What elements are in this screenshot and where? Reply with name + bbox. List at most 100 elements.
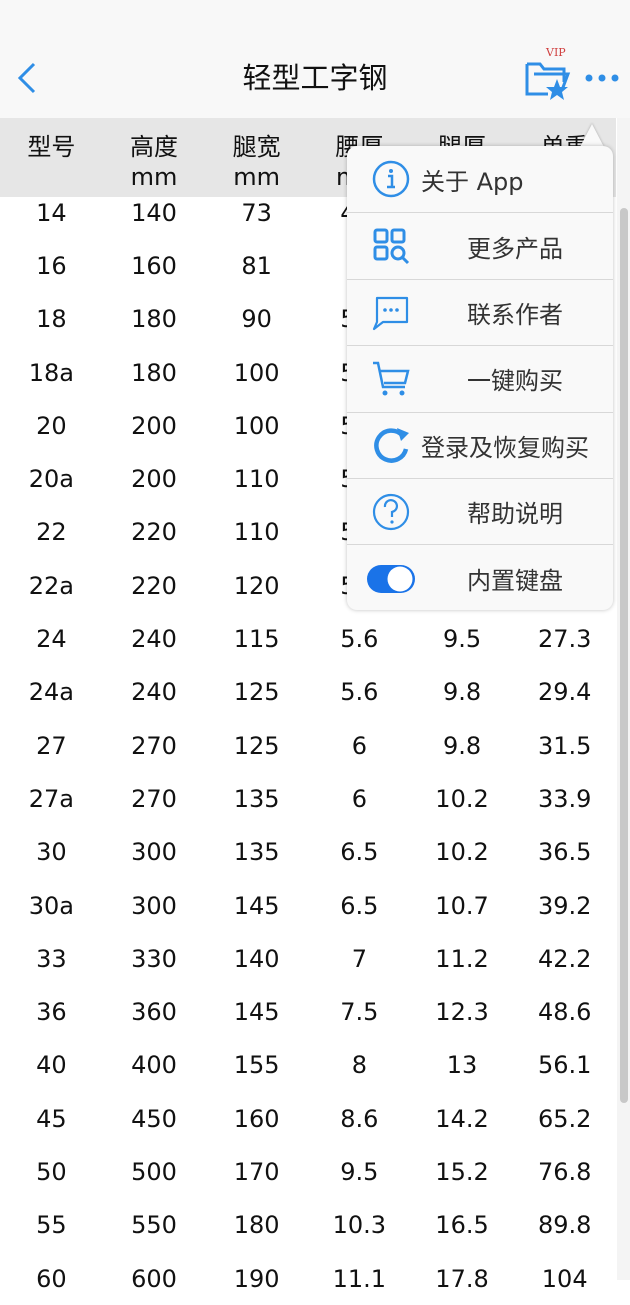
menu-item-label: 登录及恢复购买 — [421, 433, 589, 462]
column-unit: mm — [233, 163, 281, 191]
column-title: 高度 — [130, 133, 178, 161]
table-cell: 600 — [131, 1264, 177, 1293]
table-cell: 240 — [131, 678, 177, 707]
table-cell: 50 — [36, 1157, 67, 1186]
table-cell: 7 — [351, 944, 367, 973]
table-cell: 29.4 — [537, 678, 592, 707]
chat-bubble-icon — [371, 292, 411, 332]
table-cell: 10.2 — [435, 838, 489, 867]
table-cell: 220 — [131, 571, 177, 600]
table-cell: 104 — [541, 1264, 588, 1293]
table-cell: 9.5 — [442, 625, 482, 654]
table-row[interactable]: 27a 270 135 6 10.2 33.9 — [0, 772, 616, 825]
more-button[interactable] — [584, 66, 620, 90]
table-cell: 6 — [351, 731, 367, 760]
table-cell: 14.2 — [435, 1104, 489, 1133]
table-cell: 15.2 — [435, 1157, 489, 1186]
table-cell: 125 — [233, 731, 280, 760]
table-row[interactable]: 50 500 170 9.5 15.2 76.8 — [0, 1145, 616, 1198]
table-cell: 7.5 — [340, 998, 379, 1027]
table-cell: 270 — [131, 784, 177, 813]
folder-star-icon — [525, 62, 571, 100]
column-title: 型号 — [27, 133, 76, 161]
table-cell: 24 — [36, 625, 67, 654]
toggle-icon[interactable] — [365, 558, 417, 598]
table-row[interactable]: 60 600 190 11.1 17.8 104 — [0, 1252, 616, 1305]
table-cell: 5.6 — [340, 678, 379, 707]
table-cell: 22a — [28, 571, 74, 600]
table-cell: 8.6 — [340, 1104, 379, 1133]
table-cell: 40 — [36, 1051, 67, 1080]
table-row[interactable]: 24 240 115 5.6 9.5 27.3 — [0, 612, 616, 665]
table-row[interactable]: 33 330 140 7 11.2 42.2 — [0, 932, 616, 985]
table-cell: 76.8 — [537, 1157, 592, 1186]
table-row[interactable]: 55 550 180 10.3 16.5 89.8 — [0, 1199, 616, 1252]
table-cell: 10.7 — [435, 891, 489, 920]
table-row[interactable]: 36 360 145 7.5 12.3 48.6 — [0, 985, 616, 1038]
table-cell: 33.9 — [537, 784, 592, 813]
table-cell: 100 — [233, 411, 280, 440]
favorites-button[interactable] — [524, 60, 572, 104]
table-cell: 30 — [36, 838, 67, 867]
table-cell: 330 — [131, 944, 177, 973]
table-cell: 18 — [36, 305, 67, 334]
table-row[interactable]: 30 300 135 6.5 10.2 36.5 — [0, 826, 616, 879]
table-cell: 270 — [131, 731, 177, 760]
table-row[interactable]: 45 450 160 8.6 14.2 65.2 — [0, 1092, 616, 1145]
table-cell: 400 — [131, 1051, 177, 1080]
menu-item[interactable]: 联系作者 — [347, 278, 613, 345]
table-cell: 81 — [241, 251, 272, 280]
table-cell: 100 — [233, 358, 280, 387]
menu-item-label: 关于 App — [421, 167, 524, 196]
table-cell: 48.6 — [537, 998, 592, 1027]
table-cell: 8 — [351, 1051, 367, 1080]
scrollbar[interactable] — [620, 208, 628, 1103]
table-row[interactable]: 30a 300 145 6.5 10.7 39.2 — [0, 879, 616, 932]
table-cell: 55 — [36, 1211, 67, 1240]
column-unit: mm — [130, 163, 178, 191]
table-cell: 9.5 — [340, 1157, 379, 1186]
table-cell: 27.3 — [537, 625, 592, 654]
table-cell: 22 — [36, 518, 67, 547]
table-cell: 120 — [233, 571, 280, 600]
table-cell: 500 — [131, 1157, 177, 1186]
table-cell: 17.8 — [435, 1264, 489, 1293]
table-cell: 125 — [233, 678, 280, 707]
table-cell: 9.8 — [442, 731, 482, 760]
table-cell: 14 — [36, 198, 67, 227]
menu-item[interactable]: 帮助说明 — [347, 478, 613, 544]
table-cell: 89.8 — [537, 1211, 592, 1240]
menu-item[interactable]: 登录及恢复购买 — [347, 411, 613, 478]
table-cell: 6.5 — [340, 891, 379, 920]
table-cell: 145 — [233, 998, 280, 1027]
refresh-icon — [371, 425, 411, 465]
chevron-left-icon — [17, 62, 36, 94]
table-cell: 180 — [233, 1211, 280, 1240]
table-cell: 12.3 — [435, 998, 489, 1027]
column-header: 型号 — [0, 118, 103, 197]
table-cell: 110 — [233, 518, 280, 547]
column-title: 腿宽 — [232, 133, 281, 161]
menu-item[interactable]: 更多产品 — [347, 212, 613, 278]
table-row[interactable]: 40 400 155 8 13 56.1 — [0, 1039, 616, 1092]
table-cell: 30a — [28, 891, 74, 920]
table-cell: 60 — [36, 1264, 67, 1293]
table-row[interactable]: 27 270 125 6 9.8 31.5 — [0, 719, 616, 772]
back-button[interactable] — [14, 58, 44, 98]
menu-arrow — [580, 124, 604, 147]
menu-item[interactable]: 一键购买 — [347, 345, 613, 411]
table-cell: 10.2 — [435, 784, 489, 813]
table-cell: 180 — [131, 358, 177, 387]
table-cell: 550 — [131, 1211, 177, 1240]
table-cell: 16 — [36, 251, 67, 280]
column-unit — [0, 162, 103, 192]
menu-item-keyboard-toggle[interactable]: 内置键盘 — [347, 544, 613, 610]
table-row[interactable]: 24a 240 125 5.6 9.8 29.4 — [0, 666, 616, 719]
vip-label: VIP — [546, 46, 566, 59]
table-cell: 160 — [233, 1104, 280, 1133]
menu-item[interactable]: 关于 App — [347, 146, 613, 212]
cart-icon — [371, 359, 411, 399]
table-cell: 27a — [28, 784, 74, 813]
table-cell: 90 — [241, 305, 272, 334]
grid-search-icon — [371, 226, 411, 266]
